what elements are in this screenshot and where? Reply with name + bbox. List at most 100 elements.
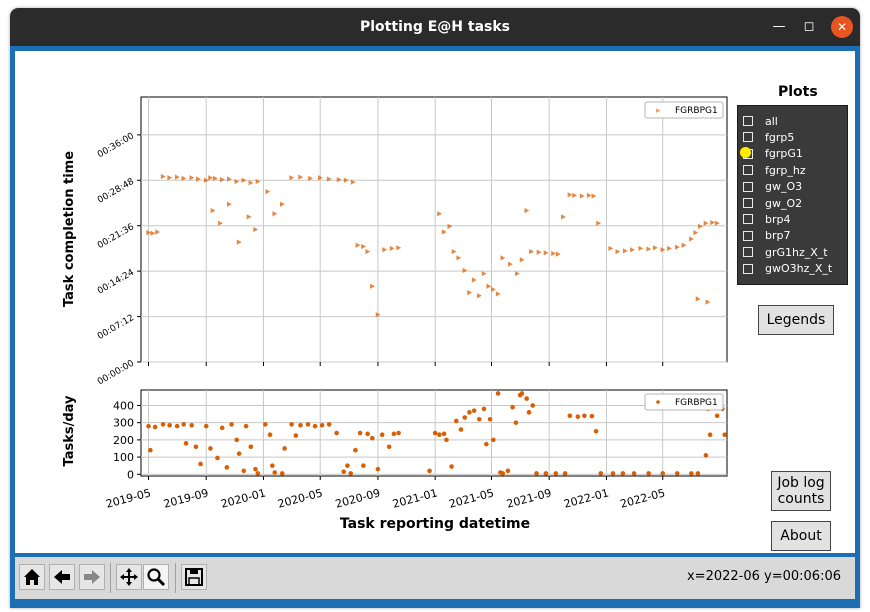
plot-checkbox-item[interactable]: gw_O2: [743, 195, 802, 211]
plot-checkbox-item[interactable]: brp7: [743, 228, 791, 244]
checkbox-icon[interactable]: [743, 132, 753, 143]
top-data-point: [695, 296, 701, 302]
bottom-data-point: [593, 428, 599, 434]
bottom-x-tick-label: 2020-01: [219, 486, 267, 510]
top-data-point: [705, 299, 711, 305]
save-icon[interactable]: [181, 564, 207, 590]
pan-icon[interactable]: [116, 564, 142, 590]
plot-checkbox-label: fgrpG1: [765, 147, 803, 161]
legends-button[interactable]: Legends: [758, 305, 834, 335]
checkbox-icon[interactable]: [743, 165, 753, 176]
bottom-data-point: [219, 425, 225, 431]
minimize-button[interactable]: —: [772, 19, 786, 34]
top-axes-frame: [140, 96, 728, 363]
bottom-data-point: [167, 422, 172, 428]
zoom-icon[interactable]: [143, 564, 169, 590]
plot-checkbox-item[interactable]: fgrp5: [743, 129, 794, 145]
bottom-x-tick-label: 2021-09: [505, 486, 553, 510]
bottom-data-point: [453, 418, 459, 424]
top-data-point: [241, 177, 247, 183]
top-data-point: [667, 245, 672, 252]
bottom-legend-box: [644, 393, 724, 411]
bottom-data-point: [396, 430, 401, 436]
bottom-data-point: [582, 413, 587, 419]
bottom-data-point: [391, 431, 397, 437]
close-button[interactable]: ✕: [831, 16, 853, 38]
bottom-data-point: [263, 422, 268, 427]
plot-checkbox-item[interactable]: gwO3hz_X_t: [743, 261, 832, 277]
top-data-point: [208, 175, 214, 181]
top-data-point: [447, 223, 453, 229]
bottom-data-point: [707, 432, 713, 438]
bottom-data-point: [500, 471, 506, 476]
bottom-data-point: [610, 471, 616, 476]
checkbox-icon[interactable]: [743, 116, 753, 126]
checkbox-icon[interactable]: [743, 247, 753, 258]
checkbox-icon[interactable]: [743, 198, 753, 208]
bottom-data-point: [183, 441, 189, 446]
checkbox-icon[interactable]: [743, 230, 753, 241]
bottom-data-point: [345, 463, 350, 468]
bottom-data-point: [458, 427, 464, 432]
plot-checkbox-item[interactable]: fgrp_hz: [743, 162, 806, 178]
home-icon[interactable]: [19, 564, 45, 590]
plot-checkbox-item[interactable]: grG1hz_X_t: [743, 244, 828, 260]
job-log-counts-button[interactable]: Job log counts: [771, 471, 831, 511]
bottom-data-point: [189, 422, 194, 428]
top-data-point: [336, 177, 342, 183]
bottom-data-point: [703, 453, 709, 458]
checkbox-icon[interactable]: [743, 263, 753, 274]
top-data-point: [551, 250, 557, 257]
top-data-point: [495, 291, 501, 297]
top-data-point: [389, 245, 395, 252]
top-data-point: [212, 175, 218, 181]
back-icon[interactable]: [49, 564, 75, 590]
bottom-data-point: [631, 471, 637, 476]
client-area: 00:00:00 00:07:12 00:14:24 00:21:36 00:28:48…: [10, 46, 860, 608]
top-data-point: [437, 211, 442, 217]
bottom-data-point: [598, 471, 604, 476]
bottom-data-point: [326, 422, 332, 427]
checkbox-icon[interactable]: [743, 214, 753, 225]
checkbox-icon[interactable]: [740, 146, 753, 159]
bottom-data-point: [148, 447, 153, 453]
plot-checkbox-item[interactable]: fgrpG1: [740, 146, 803, 162]
bottom-data-point: [279, 471, 285, 476]
top-data-point: [698, 223, 703, 229]
bottom-data-point: [215, 455, 220, 461]
top-data-point: [343, 177, 349, 183]
plot-checkbox-label: gw_O3: [765, 180, 803, 194]
plot-checkbox-item[interactable]: brp4: [743, 211, 791, 227]
bottom-data-point: [174, 423, 180, 429]
top-data-point: [608, 245, 614, 252]
bottom-data-point: [505, 468, 511, 474]
bottom-data-point: [370, 435, 375, 441]
top-data-point: [365, 248, 371, 255]
bottom-data-point: [365, 431, 370, 437]
top-data-point: [219, 177, 225, 183]
top-data-point: [146, 230, 152, 236]
figure-canvas[interactable]: 00:00:00 00:07:12 00:14:24 00:21:36 00:28:48…: [15, 51, 855, 553]
bottom-x-tick-label: 2021-01: [391, 486, 439, 510]
top-data-point: [486, 283, 492, 289]
plot-checkbox-item[interactable]: all: [743, 113, 778, 129]
maximize-button[interactable]: ◻: [803, 19, 815, 34]
bottom-data-point: [193, 444, 199, 450]
forward-icon[interactable]: [79, 564, 105, 590]
bottom-data-point: [241, 468, 247, 474]
bottom-data-point: [646, 471, 651, 476]
bottom-data-point: [203, 423, 209, 429]
checkbox-icon[interactable]: [743, 181, 753, 192]
top-data-point: [167, 175, 173, 181]
top-legend-label: FGRBPG1: [675, 106, 718, 116]
top-data-point: [543, 250, 549, 256]
plot-checkbox-item[interactable]: gw_O3: [743, 179, 802, 195]
about-button[interactable]: About: [771, 521, 831, 551]
bottom-data-point: [427, 468, 432, 474]
top-data-point: [689, 236, 694, 242]
top-data-point: [248, 180, 254, 186]
bottom-data-point: [526, 410, 532, 415]
bottom-data-point: [348, 471, 354, 476]
top-data-point: [467, 289, 473, 296]
bottom-data-point: [267, 432, 273, 438]
